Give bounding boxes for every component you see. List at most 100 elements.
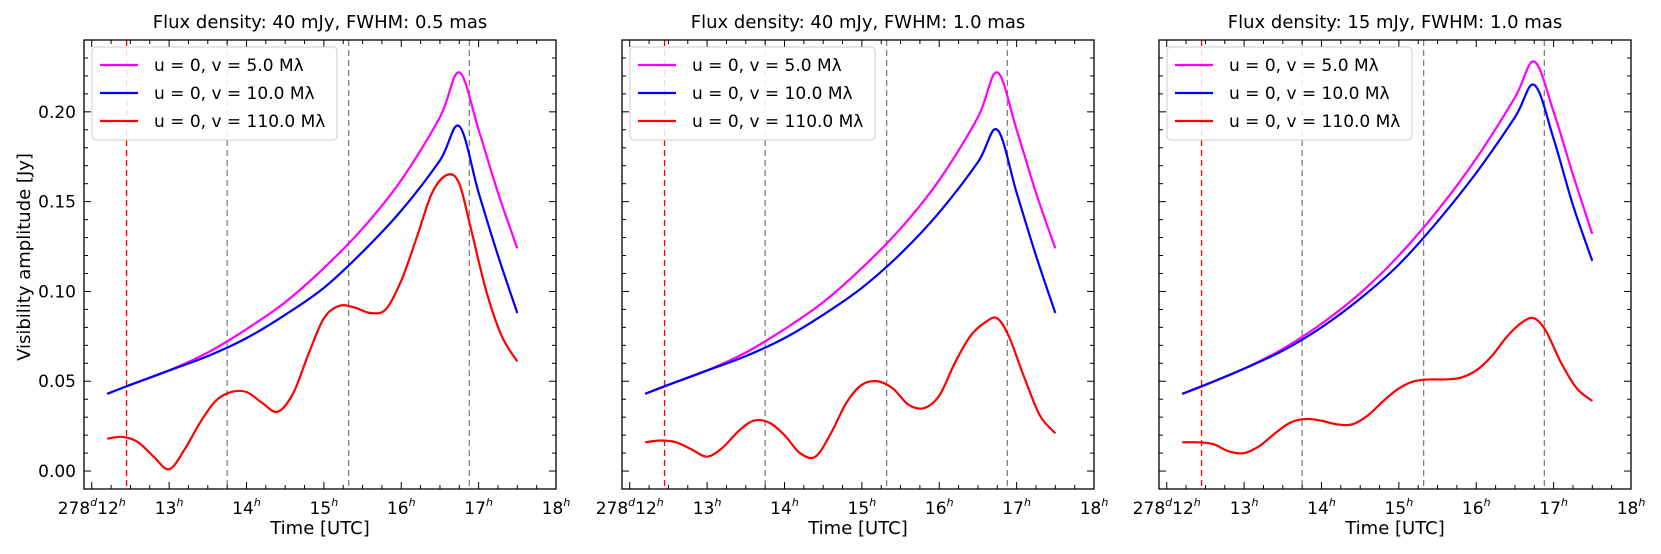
legend-entry-2: u = 0, v = 10.0 Mλ [1229, 84, 1390, 104]
series-line-3 [645, 316, 1057, 460]
plot-frame [1158, 39, 1632, 490]
x-tick-label-sup: h [1024, 496, 1031, 509]
x-tick-label: 18h [542, 496, 571, 519]
series-line-3 [107, 173, 519, 471]
legend-entry-3: u = 0, v = 110.0 Mλ [154, 112, 325, 132]
legend-entry-1: u = 0, v = 5.0 Mλ [692, 56, 842, 76]
x-tick-label-sup: h [1484, 496, 1491, 509]
x-tick-label-sup: h [486, 496, 493, 509]
x-tick-label-sup: h [331, 496, 338, 509]
x-tick-label-main: 278 [58, 499, 90, 519]
x-tick-label-sup: h [792, 496, 799, 509]
x-tick-label-sup: d [90, 496, 98, 509]
x-tick-label-main2: 12 [97, 499, 119, 519]
x-tick-label: 18h [1080, 496, 1109, 519]
x-tick-label-main: 18 [542, 499, 564, 519]
x-tick-label-main: 13 [1230, 499, 1252, 519]
x-tick-label-sup: h [254, 496, 261, 509]
series-lines [644, 71, 1057, 460]
x-tick-label-main: 278 [596, 499, 628, 519]
panel-3: Flux density: 15 mJy, FWHM: 1.0 mas278d1… [1133, 12, 1646, 539]
x-tick-label: 13h [1230, 496, 1259, 519]
x-tick-label: 13h [155, 496, 184, 519]
x-tick-label: 278d12h [58, 496, 126, 519]
legend: u = 0, v = 5.0 Mλ u = 0, v = 10.0 Mλ u = 0… [1166, 46, 1413, 141]
x-tick-label-main: 15 [310, 499, 332, 519]
x-tick-label-sup2: h [657, 496, 664, 509]
legend-box [629, 46, 876, 141]
legend-entry-3: u = 0, v = 110.0 Mλ [1229, 112, 1400, 132]
x-tick-label-sup: d [1165, 496, 1173, 509]
x-tick-label-sup: d [628, 496, 636, 509]
x-tick-label: 18h [1617, 496, 1646, 519]
x-tick-label-main2: 12 [1172, 499, 1194, 519]
y-tick-label: 0.00 [38, 462, 76, 482]
x-tick-label-main: 18 [1080, 499, 1102, 519]
x-tick-label-sup: h [869, 496, 876, 509]
x-tick-label-main: 16 [1462, 499, 1484, 519]
x-tick-label-sup: h [714, 496, 721, 509]
x-tick-label-main: 16 [387, 499, 409, 519]
series-line-2 [644, 128, 1057, 395]
legend-entry-2: u = 0, v = 10.0 Mλ [154, 84, 315, 104]
x-tick-label: 13h [693, 496, 722, 519]
x-tick-label: 14h [770, 496, 799, 519]
x-tick-label: 15h [310, 496, 339, 519]
x-tick-label-sup: h [947, 496, 954, 509]
x-tick-label-sup: h [1101, 496, 1108, 509]
y-axis-label: Visibility amplitude [Jy] [14, 153, 35, 361]
x-axis-label: Time [UTC] [269, 518, 370, 539]
y-tick-label: 0.20 [38, 103, 76, 123]
series-line-2 [1181, 83, 1594, 395]
x-tick-label-main2: 12 [635, 499, 657, 519]
x-axis-label: Time [UTC] [807, 518, 908, 539]
plot-frame [83, 39, 557, 490]
panel-title: Flux density: 40 mJy, FWHM: 1.0 mas [691, 12, 1025, 33]
y-tick-label: 0.15 [38, 193, 76, 213]
x-tick-label: 278d12h [1133, 496, 1201, 519]
plot-frame [621, 39, 1095, 490]
x-tick-label-main: 16 [925, 499, 947, 519]
legend-box [91, 46, 338, 141]
x-tick-label: 14h [1307, 496, 1336, 519]
x-tick-label-sup: h [409, 496, 416, 509]
x-tick-label-sup: h [1406, 496, 1413, 509]
series-line-3 [1182, 316, 1594, 455]
x-tick-label-main: 17 [464, 499, 486, 519]
x-tick-label-main: 18 [1617, 499, 1639, 519]
x-tick-label-sup: h [1638, 496, 1645, 509]
legend: u = 0, v = 5.0 Mλ u = 0, v = 10.0 Mλ u = 0… [629, 46, 876, 141]
legend-entry-1: u = 0, v = 5.0 Mλ [1229, 56, 1379, 76]
series-line-2 [106, 124, 519, 395]
x-tick-label-main: 15 [1385, 499, 1407, 519]
panel-2: Flux density: 40 mJy, FWHM: 1.0 mas278d1… [596, 12, 1109, 539]
x-tick-label-main: 15 [848, 499, 870, 519]
legend: u = 0, v = 5.0 Mλ u = 0, v = 10.0 Mλ u = 0… [91, 46, 338, 141]
x-tick-label: 17h [464, 496, 493, 519]
y-tick-label: 0.10 [38, 282, 76, 302]
x-tick-label-sup: h [1329, 496, 1336, 509]
x-tick-label-sup2: h [119, 496, 126, 509]
panel-title: Flux density: 15 mJy, FWHM: 1.0 mas [1228, 12, 1562, 33]
x-tick-label-main: 13 [155, 499, 177, 519]
x-tick-label-main: 13 [693, 499, 715, 519]
legend-entry-2: u = 0, v = 10.0 Mλ [692, 84, 853, 104]
x-tick-label-main: 14 [770, 499, 792, 519]
x-tick-label: 15h [848, 496, 877, 519]
y-tick-label: 0.05 [38, 372, 76, 392]
x-tick-label: 278d12h [596, 496, 664, 519]
x-tick-label-main: 17 [1002, 499, 1024, 519]
x-tick-label-sup: h [563, 496, 570, 509]
x-tick-label: 15h [1385, 496, 1414, 519]
x-tick-label: 17h [1539, 496, 1568, 519]
legend-entry-1: u = 0, v = 5.0 Mλ [154, 56, 304, 76]
x-tick-label: 16h [387, 496, 416, 519]
x-tick-label-main: 14 [232, 499, 254, 519]
x-tick-label-main: 17 [1539, 499, 1561, 519]
x-tick-label-sup: h [1561, 496, 1568, 509]
x-tick-label: 16h [1462, 496, 1491, 519]
x-tick-label-main: 278 [1133, 499, 1165, 519]
panels: Flux density: 40 mJy, FWHM: 0.5 mas278d1… [38, 12, 1645, 539]
x-tick-label-main: 14 [1307, 499, 1329, 519]
